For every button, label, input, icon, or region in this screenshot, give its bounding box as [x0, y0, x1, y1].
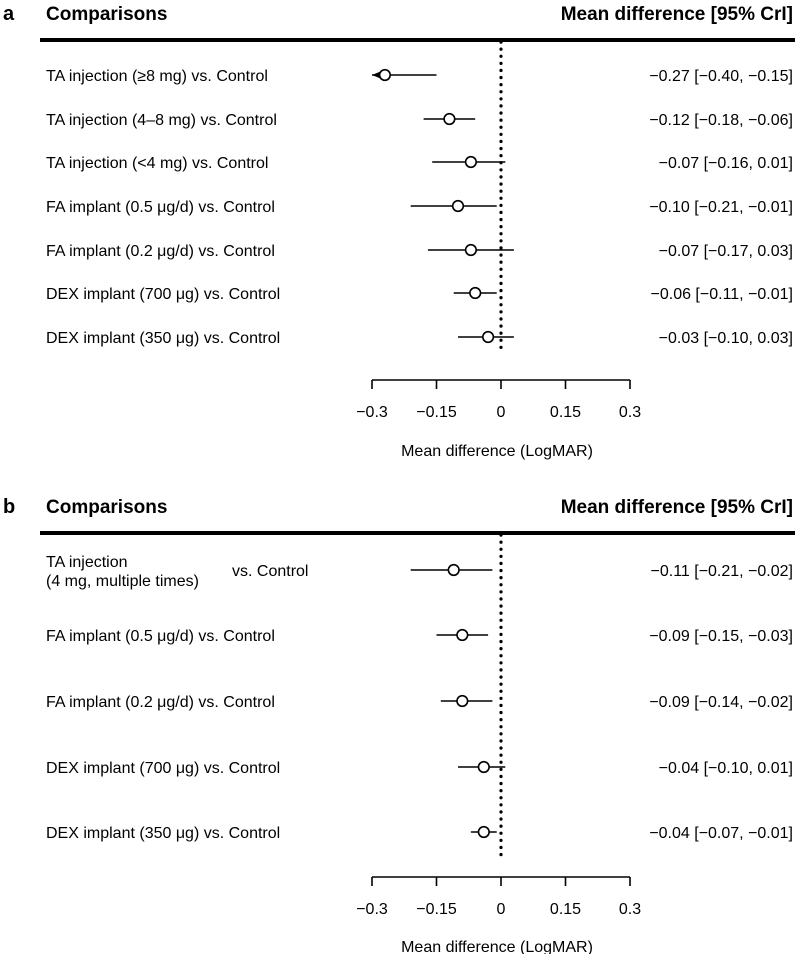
- panel-b: b Comparisons Mean difference [95% CrI] TA …: [3, 496, 795, 954]
- point-estimate: [378, 68, 392, 82]
- row-estimate-text: −0.09 [−0.15, −0.03]: [649, 628, 793, 645]
- point-estimate: [477, 825, 490, 839]
- header-mean-difference: Mean difference [95% CrI]: [561, 4, 793, 25]
- row-label: FA implant (0.2 μg/d) vs. Control: [46, 243, 275, 260]
- row-estimate-text: −0.10 [−0.21, −0.01]: [649, 199, 793, 216]
- x-tick-label: −0.3: [356, 901, 388, 918]
- row-estimate-text: −0.04 [−0.10, 0.01]: [659, 760, 793, 777]
- x-tick-label: −0.3: [356, 404, 388, 421]
- header-comparisons: Comparisons: [46, 4, 167, 25]
- point-estimate: [482, 330, 495, 344]
- panel-letter: b: [3, 496, 15, 518]
- x-tick-label: 0.15: [550, 404, 581, 421]
- x-tick-label: 0: [497, 404, 506, 421]
- row-estimate-text: −0.06 [−0.11, −0.01]: [651, 286, 794, 303]
- row-estimate-text: −0.11 [−0.21, −0.02]: [651, 563, 794, 580]
- row-label: DEX implant (350 μg) vs. Control: [46, 330, 280, 347]
- header-mean-difference: Mean difference [95% CrI]: [561, 497, 793, 518]
- row-label: DEX implant (700 μg) vs. Control: [46, 286, 280, 303]
- x-tick-label: 0.3: [619, 901, 641, 918]
- x-tick-label: 0: [497, 901, 506, 918]
- row-label: DEX implant (700 μg) vs. Control: [46, 760, 280, 777]
- point-estimate: [464, 243, 478, 257]
- x-tick-label: −0.15: [416, 901, 457, 918]
- x-axis-title: Mean difference (LogMAR): [401, 443, 593, 460]
- point-estimate: [456, 628, 469, 642]
- row-estimate-text: −0.07 [−0.16, 0.01]: [659, 155, 793, 172]
- point-estimate: [477, 760, 490, 774]
- row-label: DEX implant (350 μg) vs. Control: [46, 825, 280, 842]
- point-estimate: [443, 112, 456, 126]
- panel-letter: a: [3, 3, 15, 25]
- panel-a: a Comparisons Mean difference [95% CrI] TA …: [3, 3, 795, 460]
- point-estimate: [456, 694, 469, 708]
- x-tick-label: −0.15: [416, 404, 457, 421]
- row-label: TA injection: [46, 554, 128, 571]
- row-estimate-text: −0.09 [−0.14, −0.02]: [649, 694, 793, 711]
- row-estimate-text: −0.07 [−0.17, 0.03]: [659, 243, 793, 260]
- point-estimate: [464, 155, 478, 169]
- x-axis-title: Mean difference (LogMAR): [401, 939, 593, 954]
- row-estimate-text: −0.04 [−0.07, −0.01]: [649, 825, 793, 842]
- x-tick-label: 0.15: [550, 901, 581, 918]
- point-estimate: [451, 199, 465, 213]
- row-label: TA injection (≥8 mg) vs. Control: [46, 68, 268, 85]
- row-label: TA injection (<4 mg) vs. Control: [46, 155, 268, 172]
- row-label: TA injection (4–8 mg) vs. Control: [46, 112, 277, 129]
- row-label: FA implant (0.5 μg/d) vs. Control: [46, 628, 275, 645]
- row-label-suffix: vs. Control: [232, 563, 308, 580]
- point-estimate: [447, 563, 460, 577]
- row-estimate-text: −0.03 [−0.10, 0.03]: [659, 330, 793, 347]
- header-comparisons: Comparisons: [46, 497, 167, 518]
- row-estimate-text: −0.12 [−0.18, −0.06]: [649, 112, 793, 129]
- row-estimate-text: −0.27 [−0.40, −0.15]: [649, 68, 793, 85]
- row-label: FA implant (0.2 μg/d) vs. Control: [46, 694, 275, 711]
- row-label-line2: (4 mg, multiple times): [46, 573, 199, 590]
- row-label: FA implant (0.5 μg/d) vs. Control: [46, 199, 275, 216]
- x-tick-label: 0.3: [619, 404, 641, 421]
- point-estimate: [469, 286, 482, 300]
